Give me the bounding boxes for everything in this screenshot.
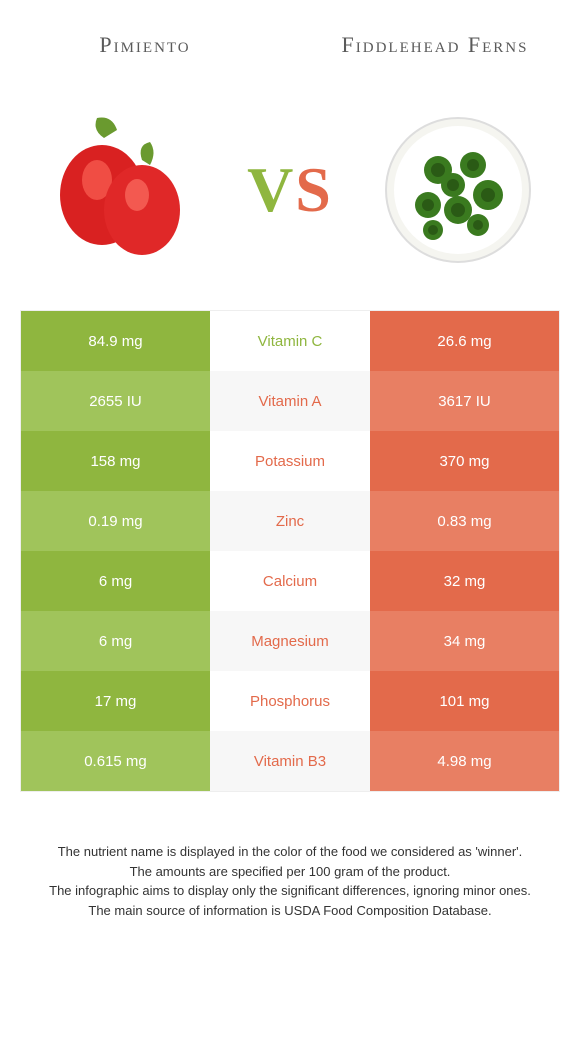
right-value: 4.98 mg	[370, 731, 559, 791]
vs-s: S	[295, 154, 333, 225]
table-row: 6 mgCalcium32 mg	[21, 551, 559, 611]
comparison-table: 84.9 mgVitamin C26.6 mg2655 IUVitamin A3…	[20, 310, 560, 792]
right-value: 3617 IU	[370, 371, 559, 431]
table-row: 17 mgPhosphorus101 mg	[21, 671, 559, 731]
vs-label: VS	[247, 153, 333, 227]
nutrient-label: Phosphorus	[210, 671, 370, 731]
footer-line-4: The main source of information is USDA F…	[20, 901, 560, 921]
left-value: 6 mg	[21, 611, 210, 671]
nutrient-label: Magnesium	[210, 611, 370, 671]
nutrient-label: Zinc	[210, 491, 370, 551]
left-value: 84.9 mg	[21, 311, 210, 371]
left-value: 0.615 mg	[21, 731, 210, 791]
fiddlehead-icon	[378, 110, 538, 270]
left-value: 6 mg	[21, 551, 210, 611]
footer-line-2: The amounts are specified per 100 gram o…	[20, 862, 560, 882]
left-value: 17 mg	[21, 671, 210, 731]
nutrient-label: Vitamin C	[210, 311, 370, 371]
header: Pimiento Fiddlehead Ferns	[0, 0, 580, 90]
table-row: 0.615 mgVitamin B34.98 mg	[21, 731, 559, 791]
footer-line-3: The infographic aims to display only the…	[20, 881, 560, 901]
nutrient-label: Vitamin B3	[210, 731, 370, 791]
nutrient-label: Potassium	[210, 431, 370, 491]
right-value: 32 mg	[370, 551, 559, 611]
vs-v: V	[247, 154, 295, 225]
right-title: Fiddlehead Ferns	[290, 31, 580, 60]
left-title: Pimiento	[0, 31, 290, 60]
right-food-image	[378, 110, 538, 270]
nutrient-label: Calcium	[210, 551, 370, 611]
footer-line-1: The nutrient name is displayed in the co…	[20, 842, 560, 862]
right-value: 26.6 mg	[370, 311, 559, 371]
right-value: 0.83 mg	[370, 491, 559, 551]
table-row: 158 mgPotassium370 mg	[21, 431, 559, 491]
nutrient-label: Vitamin A	[210, 371, 370, 431]
table-row: 2655 IUVitamin A3617 IU	[21, 371, 559, 431]
table-row: 0.19 mgZinc0.83 mg	[21, 491, 559, 551]
left-value: 158 mg	[21, 431, 210, 491]
right-value: 370 mg	[370, 431, 559, 491]
hero-row: VS	[0, 90, 580, 290]
footer-notes: The nutrient name is displayed in the co…	[0, 812, 580, 950]
right-value: 34 mg	[370, 611, 559, 671]
right-value: 101 mg	[370, 671, 559, 731]
left-value: 0.19 mg	[21, 491, 210, 551]
left-value: 2655 IU	[21, 371, 210, 431]
left-food-image	[42, 110, 202, 270]
table-row: 84.9 mgVitamin C26.6 mg	[21, 311, 559, 371]
pimiento-icon	[42, 110, 202, 270]
table-row: 6 mgMagnesium34 mg	[21, 611, 559, 671]
